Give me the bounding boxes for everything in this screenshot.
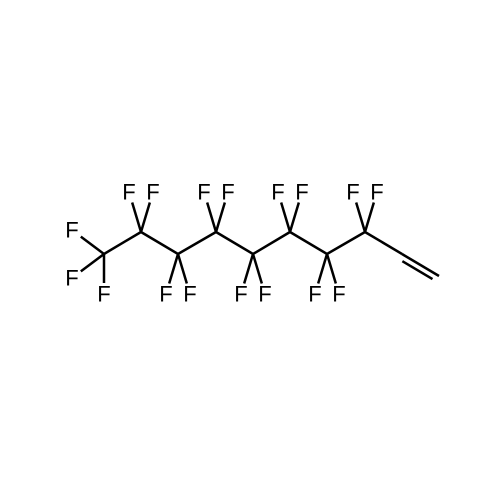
atom-label: F — [65, 266, 78, 291]
atom-label: F — [308, 282, 321, 307]
atom-label: F — [65, 218, 78, 243]
molecule-diagram: FFFFFFFFFFFFFFFFF — [0, 0, 500, 500]
atom-label: F — [97, 282, 110, 307]
atom-label: F — [221, 180, 234, 205]
atom-label: F — [271, 180, 284, 205]
atom-label: F — [346, 180, 359, 205]
atom-label: F — [370, 180, 383, 205]
atom-label: F — [146, 180, 159, 205]
atom-label: F — [295, 180, 308, 205]
atom-label: F — [122, 180, 135, 205]
atom-label: F — [183, 282, 196, 307]
atom-label: F — [159, 282, 172, 307]
atom-label: F — [332, 282, 345, 307]
atom-label: F — [234, 282, 247, 307]
atom-label: F — [197, 180, 210, 205]
atom-label: F — [258, 282, 271, 307]
